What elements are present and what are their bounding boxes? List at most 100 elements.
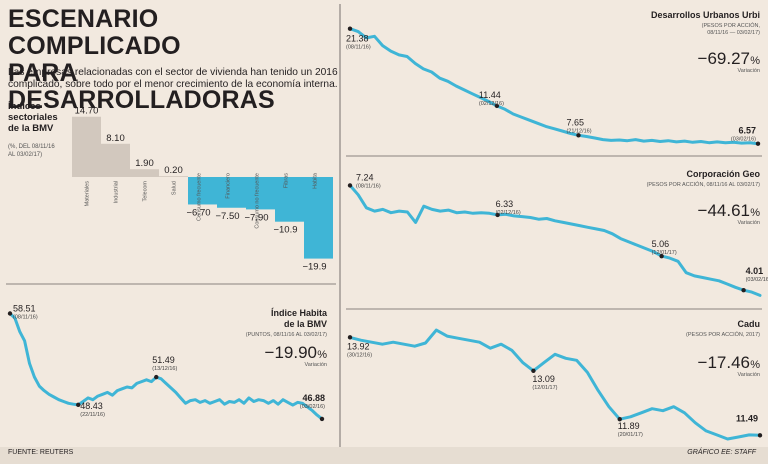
data-label-date: (30/12/16) xyxy=(347,352,372,358)
bars-note-line2: AL 03/02/17) xyxy=(8,152,42,158)
data-label-date: (02/12/16) xyxy=(496,210,521,216)
data-label-value: 13.92 xyxy=(347,341,370,351)
bar-habita xyxy=(304,177,333,259)
chart-units-urbi: 08/11/16 — 03/02/17) xyxy=(707,30,760,36)
data-point-geo xyxy=(741,287,746,293)
data-label-date: (02/12/16) xyxy=(479,101,504,107)
data-label-value: 5.06 xyxy=(652,239,670,249)
bar-materiales xyxy=(72,116,101,177)
bar-consumo-frecuente xyxy=(188,177,217,205)
data-label-date: (08/11/16) xyxy=(346,45,371,51)
chart-title-geo: Corporación Geo xyxy=(686,169,760,179)
data-label-date: (03/02/16) xyxy=(731,137,756,143)
data-label-value: 11.49 xyxy=(736,413,758,423)
footer-band xyxy=(0,447,768,464)
data-label-value: 4.01 xyxy=(746,266,764,276)
bar-value-label: −6.70 xyxy=(186,207,210,218)
bar-value-label: −7.50 xyxy=(215,211,239,222)
bar-consumo-no-frecuente xyxy=(246,177,275,210)
data-label-date: (08/11/16) xyxy=(13,315,38,321)
data-label-date: (21/12/16) xyxy=(566,128,591,134)
data-label-date: (12/01/17) xyxy=(652,250,677,256)
data-label-value: 11.89 xyxy=(618,421,640,431)
data-point-habita xyxy=(7,311,13,316)
bar-category-label: Consumo frecuente xyxy=(197,173,203,221)
bar-value-label: 8.10 xyxy=(106,133,125,144)
data-label-value: 48.43 xyxy=(80,401,103,411)
series-line-habita xyxy=(8,312,324,421)
chart-title-habita: Índice Habita xyxy=(271,308,328,318)
bar-value-label: 14.70 xyxy=(75,106,99,117)
data-point-habita xyxy=(319,416,325,422)
bar-telecom xyxy=(130,169,159,177)
series-line-geo xyxy=(348,183,762,297)
data-label-value: 21.38 xyxy=(346,34,369,44)
data-point-habita xyxy=(76,402,81,408)
data-point-urbi xyxy=(755,141,761,146)
data-label-date: (03/02/16) xyxy=(746,277,768,283)
chart-change-urbi: −69.27 xyxy=(698,49,750,68)
data-point-geo xyxy=(659,253,664,259)
data-label-value: 13.09 xyxy=(532,374,555,384)
bar-category-label: Fibras xyxy=(284,173,290,189)
bar-value-label: 0.20 xyxy=(164,165,183,176)
chart-change-unit: % xyxy=(750,55,760,67)
bar-salud xyxy=(159,176,188,177)
data-label-date: (22/11/16) xyxy=(80,412,105,418)
data-point-urbi xyxy=(347,26,353,31)
data-label-value: 6.33 xyxy=(496,199,514,209)
bars-title-line1: Índices xyxy=(8,101,41,112)
data-label-value: 7.65 xyxy=(566,117,584,127)
bars-title-line2: sectoriales xyxy=(8,112,58,123)
bar-category-label: Habita xyxy=(313,172,319,189)
data-point-geo xyxy=(495,212,500,218)
data-point-cadu xyxy=(347,335,353,340)
data-label-value: 7.24 xyxy=(356,172,374,182)
bar-category-label: Salud xyxy=(172,181,178,195)
data-point-cadu xyxy=(757,433,763,438)
bar-fibras xyxy=(275,177,304,222)
bar-financiero xyxy=(217,177,246,208)
footer-source: FUENTE: REUTERS xyxy=(8,449,74,456)
data-point-urbi xyxy=(576,133,581,138)
chart-title-urbi: Desarrollos Urbanos Urbi xyxy=(651,10,760,20)
data-label-value: 51.49 xyxy=(152,355,175,365)
bar-category-label: Consumo no frecuente xyxy=(255,173,261,229)
chart-units-geo: (PESOS POR ACCIÓN, 08/11/16 AL 03/02/17) xyxy=(647,181,761,188)
chart-units-habita: (PUNTOS, 08/11/16 AL 03/02/17) xyxy=(246,332,327,338)
chart-change-habita: −19.90 xyxy=(265,343,317,362)
chart-change-unit: % xyxy=(750,359,760,371)
chart-title-cadu: Cadu xyxy=(738,319,761,329)
data-point-cadu xyxy=(531,368,536,374)
bar-value-label: 1.90 xyxy=(135,158,154,169)
chart-units-urbi: (PESOS POR ACCIÓN, xyxy=(702,22,761,29)
data-point-habita xyxy=(154,374,159,380)
chart-change-unit: % xyxy=(317,349,327,361)
chart-change-label: Variación xyxy=(737,68,760,74)
data-label-date: (08/11/16) xyxy=(356,183,381,189)
data-label-date: (20/01/17) xyxy=(618,432,643,438)
chart-units-cadu: (PESOS POR ACCIÓN, 2017) xyxy=(686,331,760,338)
bar-category-label: Telecom xyxy=(143,181,149,202)
data-label-date: (12/01/17) xyxy=(532,385,557,391)
page-subtitle: Las empresas relacionadas con el sector … xyxy=(8,67,338,90)
data-point-urbi xyxy=(494,103,500,109)
bar-industrial xyxy=(101,143,130,177)
bars-note-line1: (%, DEL 08/11/16 xyxy=(8,144,55,150)
bar-value-label: −19.9 xyxy=(302,262,326,273)
chart-change-label: Variación xyxy=(737,220,760,226)
data-point-cadu xyxy=(617,417,622,422)
bar-value-label: −7.90 xyxy=(244,212,268,223)
data-label-value: 6.57 xyxy=(738,126,756,136)
footer-credit: GRÁFICO EE: STAFF xyxy=(687,449,756,456)
data-label-value: 58.51 xyxy=(13,304,36,314)
series-line-cadu xyxy=(348,328,762,441)
series-line-urbi xyxy=(348,27,760,146)
bar-category-label: Materiales xyxy=(85,181,91,207)
data-label-value: 46.88 xyxy=(302,393,325,403)
chart-change-geo: −44.61 xyxy=(698,201,750,220)
chart-change-cadu: −17.46 xyxy=(698,353,750,372)
chart-change-label: Variación xyxy=(304,362,327,368)
bar-category-label: Industrial xyxy=(114,181,120,203)
